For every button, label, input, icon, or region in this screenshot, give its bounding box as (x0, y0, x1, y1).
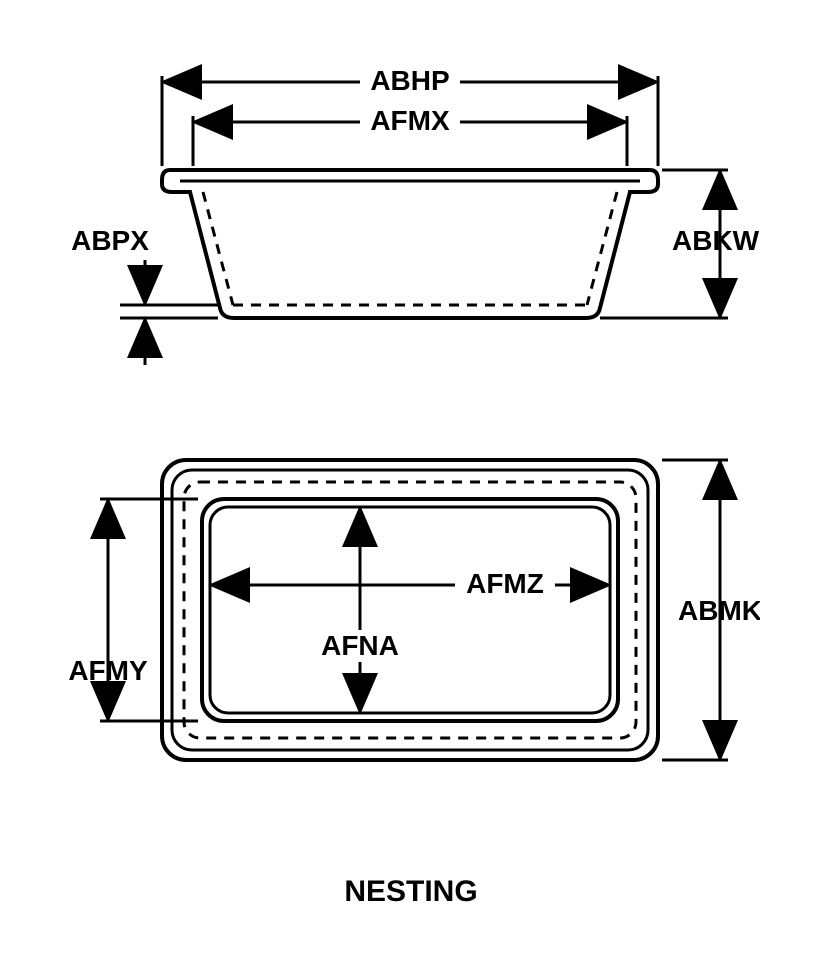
label-afmz: AFMZ (466, 568, 544, 599)
label-abpx: ABPX (71, 225, 149, 256)
side-view: ABHP AFMX ABKW ABPX (71, 65, 760, 365)
label-afna: AFNA (321, 630, 399, 661)
diagram-caption: NESTING (0, 875, 822, 909)
diagram-container: ABHP AFMX ABKW ABPX (60, 40, 760, 920)
label-afmx: AFMX (370, 105, 450, 136)
top-view: AFMZ AFNA AFMY ABMK (68, 460, 760, 760)
label-abhp: ABHP (370, 65, 449, 96)
label-abkw: ABKW (672, 225, 760, 256)
label-afmy: AFMY (68, 655, 148, 686)
label-abmk: ABMK (678, 595, 760, 626)
diagram-svg: ABHP AFMX ABKW ABPX (60, 40, 760, 920)
